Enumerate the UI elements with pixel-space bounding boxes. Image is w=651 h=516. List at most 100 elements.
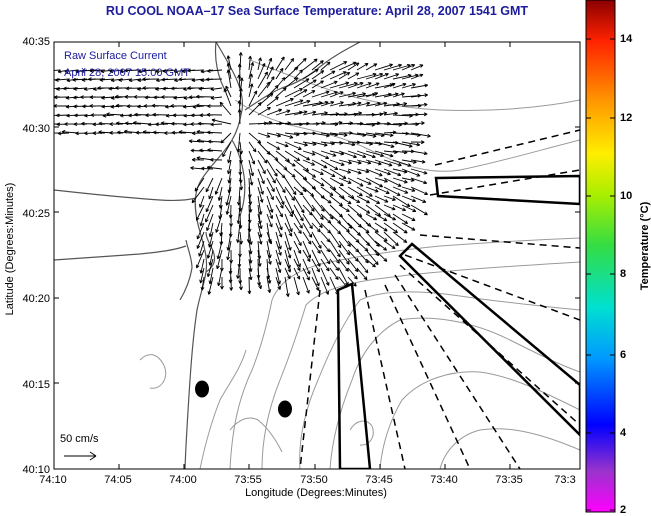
current-vector xyxy=(275,141,289,148)
current-vector xyxy=(284,231,292,251)
current-vector xyxy=(195,249,205,269)
current-vector xyxy=(329,159,345,166)
current-vector xyxy=(275,98,294,107)
current-vector xyxy=(302,213,313,230)
current-vector xyxy=(293,57,307,71)
current-vector xyxy=(392,231,408,243)
current-vector xyxy=(248,159,255,177)
current-vector xyxy=(248,83,254,98)
current-vector xyxy=(374,213,388,222)
current-vector xyxy=(55,78,70,82)
current-vector xyxy=(284,99,304,107)
current-vector xyxy=(275,276,282,291)
current-vector xyxy=(210,87,223,92)
current-vector xyxy=(248,141,257,153)
current-vector xyxy=(90,113,106,118)
current-vector xyxy=(293,150,311,161)
current-vector xyxy=(266,108,283,116)
current-vector xyxy=(392,102,408,107)
y-tick-label: 40:25 xyxy=(22,208,50,220)
current-vector xyxy=(356,159,372,165)
current-vector xyxy=(275,168,286,179)
current-vector xyxy=(248,90,258,107)
current-vector xyxy=(72,77,88,82)
current-vector xyxy=(329,258,340,271)
x-axis-label: Longitude (Degrees:Minutes) xyxy=(245,487,387,499)
current-vector xyxy=(374,132,394,138)
current-vector xyxy=(133,94,151,99)
current-vector xyxy=(293,276,300,296)
current-vector xyxy=(302,267,310,281)
current-vector xyxy=(347,159,362,165)
y-tick-label: 40:10 xyxy=(22,464,50,476)
current-vector xyxy=(320,80,338,89)
current-vector xyxy=(257,276,263,290)
current-vector xyxy=(225,85,232,98)
colorbar-tick: 12 xyxy=(620,112,633,124)
current-vector xyxy=(208,222,214,238)
scale-label: 50 cm/s xyxy=(60,433,99,445)
current-vector xyxy=(275,67,284,80)
current-vector xyxy=(73,95,88,100)
current-vector xyxy=(347,168,362,175)
current-vector xyxy=(302,186,315,197)
current-vector xyxy=(338,61,357,71)
current-vector xyxy=(365,159,382,166)
current-vector xyxy=(284,88,303,98)
current-vector xyxy=(329,71,347,80)
current-vector xyxy=(237,108,242,125)
current-vector xyxy=(54,78,61,81)
current-vector xyxy=(226,159,232,175)
current-vector xyxy=(302,58,318,71)
current-vector xyxy=(320,159,339,170)
current-vector xyxy=(311,100,329,107)
current-vector xyxy=(392,63,411,71)
colorbar-tick: 8 xyxy=(620,268,627,280)
current-vector xyxy=(392,159,412,167)
current-vector xyxy=(338,168,352,174)
current-vector xyxy=(54,69,61,71)
current-vector xyxy=(210,122,223,127)
current-vector xyxy=(248,168,254,186)
current-vector xyxy=(200,166,214,171)
current-vector xyxy=(356,258,369,274)
current-vector xyxy=(206,240,214,259)
current-vector xyxy=(266,267,272,284)
current-vector xyxy=(57,131,70,136)
current-vector xyxy=(134,112,151,117)
current-vector xyxy=(392,168,408,174)
current-vector xyxy=(320,100,335,107)
current-vector xyxy=(196,103,214,108)
current-vector xyxy=(207,148,223,152)
current-vector xyxy=(356,72,377,80)
current-vector xyxy=(266,66,274,80)
current-vector xyxy=(237,74,242,89)
current-vector xyxy=(392,141,413,148)
current-vector xyxy=(311,150,330,160)
current-vector xyxy=(356,204,371,214)
current-vector xyxy=(311,222,321,233)
current-vector xyxy=(266,168,276,184)
current-vector xyxy=(374,111,388,116)
current-vector xyxy=(347,267,358,280)
current-vector xyxy=(266,150,279,161)
current-vector xyxy=(266,195,274,213)
current-vector xyxy=(365,213,378,221)
plot-frame xyxy=(53,41,581,470)
y-tick-label: 40:35 xyxy=(22,36,50,48)
current-vector xyxy=(338,249,350,265)
current-vector xyxy=(374,240,388,251)
current-vector xyxy=(374,186,390,194)
current-vector xyxy=(225,186,232,206)
current-vector xyxy=(338,72,351,80)
current-vector xyxy=(266,76,275,89)
current-vector xyxy=(320,70,336,80)
current-vector xyxy=(284,240,292,259)
current-vector xyxy=(311,276,320,291)
y-tick-label: 40:30 xyxy=(22,123,50,135)
current-vector xyxy=(257,222,263,238)
current-vector xyxy=(284,186,295,201)
current-vector xyxy=(152,112,169,117)
current-vector xyxy=(311,141,328,147)
current-vector xyxy=(142,130,160,134)
